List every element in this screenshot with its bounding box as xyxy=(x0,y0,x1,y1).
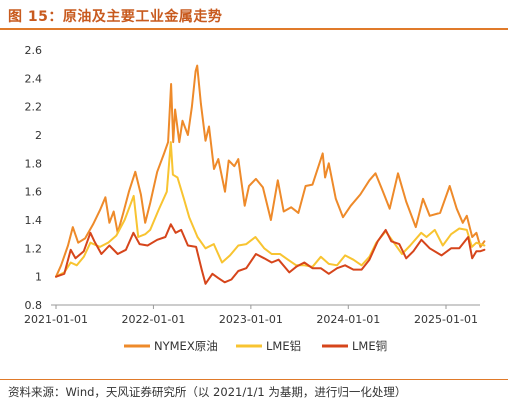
x-axis: 2021-01-01 2022-01-01 2023-01-01 2024-01-01… xyxy=(24,304,480,326)
y-tick-label: 0.8 xyxy=(25,299,43,312)
legend-label: NYMEX原油 xyxy=(154,339,218,353)
y-tick-label: 2.2 xyxy=(25,101,43,114)
series-line-2 xyxy=(55,141,486,278)
figure-title: 图 15：原油及主要工业金属走势 xyxy=(8,9,223,25)
y-tick-label: 1 xyxy=(35,271,42,284)
y-axis: 0.8 1 1.2 1.4 1.6 1.8 2 2.2 2.4 2.6 xyxy=(25,44,43,312)
x-tick-label: 2023-01-01 xyxy=(219,313,283,326)
legend-label: LME铜 xyxy=(352,339,387,353)
series-line-1 xyxy=(55,64,486,278)
y-tick-label: 1.4 xyxy=(25,214,43,227)
x-tick-label: 2022-01-01 xyxy=(121,313,185,326)
source-rule xyxy=(0,379,508,380)
legend: NYMEX原油 LME铝 LME铜 xyxy=(124,339,387,353)
y-tick-label: 1.8 xyxy=(25,157,43,170)
y-tick-label: 1.2 xyxy=(25,242,43,255)
legend-label: LME铝 xyxy=(266,339,301,353)
y-tick-label: 2.4 xyxy=(25,72,43,85)
source-note: 资料来源：Wind，天风证券研究所（以 2021/1/1 为基期，进行归一化处理… xyxy=(8,385,407,399)
y-tick-label: 1.6 xyxy=(25,186,43,199)
x-tick-label: 2021-01-01 xyxy=(24,313,88,326)
y-tick-label: 2.6 xyxy=(25,44,43,57)
y-tick-label: 2 xyxy=(35,129,42,142)
line-chart: 0.811.21.41.61.822.22.42.6 2021-01-01 202… xyxy=(24,44,486,353)
x-tick-label: 2024-01-01 xyxy=(316,313,380,326)
x-tick-label: 2025-01-01 xyxy=(414,313,478,326)
title-rule xyxy=(0,28,508,30)
series-layer xyxy=(55,64,486,285)
series-line-3 xyxy=(55,223,486,285)
